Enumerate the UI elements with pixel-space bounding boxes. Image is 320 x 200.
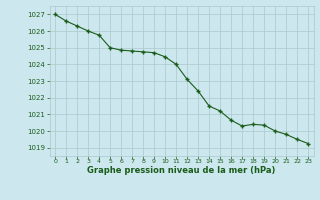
X-axis label: Graphe pression niveau de la mer (hPa): Graphe pression niveau de la mer (hPa) (87, 166, 276, 175)
